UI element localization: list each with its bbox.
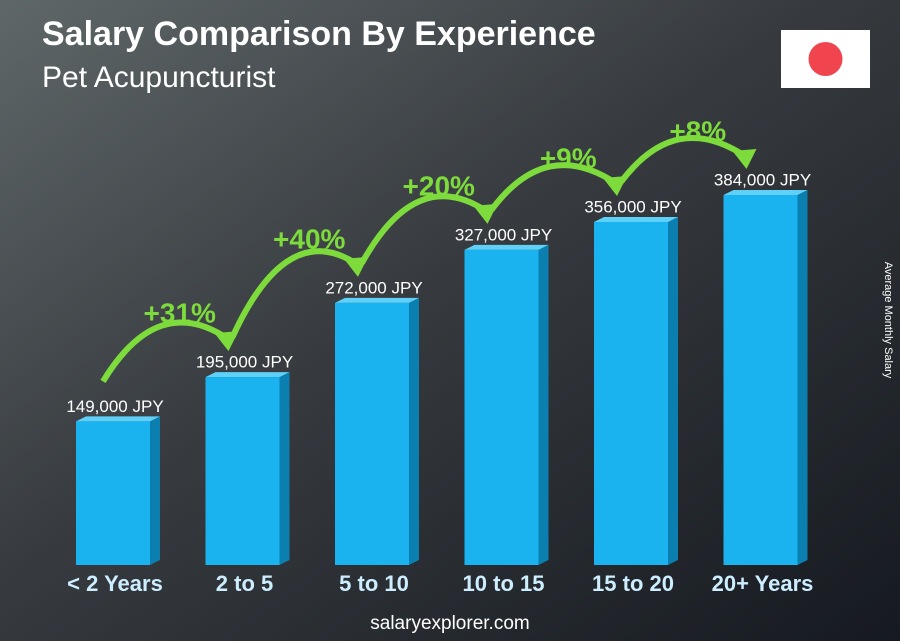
change-label: +31% (144, 298, 216, 329)
bar-side (409, 297, 419, 565)
x-tick-label: 15 to 20 (592, 571, 674, 596)
value-label: 195,000 JPY (196, 353, 293, 372)
change-arrowhead (732, 149, 757, 169)
value-label: 384,000 JPY (714, 170, 811, 189)
bar-side (279, 372, 290, 565)
chart-title: Salary Comparison By Experience (42, 15, 596, 53)
change-arrow (100, 319, 231, 383)
bar (464, 249, 539, 565)
bar (335, 302, 409, 565)
bar (76, 421, 150, 565)
x-tick-label: 20+ Years (712, 571, 814, 596)
change-arrow (229, 248, 360, 339)
bar-top (464, 244, 549, 250)
bar-side (668, 216, 678, 565)
flag-sun (808, 42, 843, 76)
value-label: 327,000 JPY (455, 225, 552, 244)
bar-side (150, 416, 160, 565)
change-arrow (489, 162, 619, 212)
bar-top (594, 216, 678, 222)
x-tick-label: 2 to 5 (216, 571, 273, 596)
bar (594, 221, 668, 565)
bar-side (797, 190, 808, 565)
change-arrow (618, 134, 749, 184)
bar (723, 195, 798, 565)
value-label: 272,000 JPY (325, 278, 422, 297)
bar-side (538, 244, 549, 565)
bar-top (723, 190, 808, 195)
bar (205, 377, 280, 565)
change-label: +40% (273, 223, 345, 254)
chart-subtitle: Pet Acupuncturist (42, 61, 276, 94)
y-axis-label: Average Monthly Salary (882, 262, 894, 379)
x-tick-label: < 2 Years (67, 571, 163, 596)
x-tick-label: 10 to 15 (463, 571, 545, 596)
value-label: 356,000 JPY (584, 197, 681, 216)
change-label: +9% (540, 142, 597, 173)
change-arrow (359, 193, 490, 265)
bar-top (76, 416, 160, 422)
value-label: 149,000 JPY (66, 397, 163, 416)
flag (781, 30, 870, 88)
website: salaryexplorer.com (370, 613, 529, 634)
x-tick-label: 5 to 10 (339, 571, 409, 596)
bar-top (335, 297, 419, 303)
bar-top (205, 372, 290, 378)
change-label: +8% (669, 115, 726, 146)
change-label: +20% (403, 170, 475, 201)
